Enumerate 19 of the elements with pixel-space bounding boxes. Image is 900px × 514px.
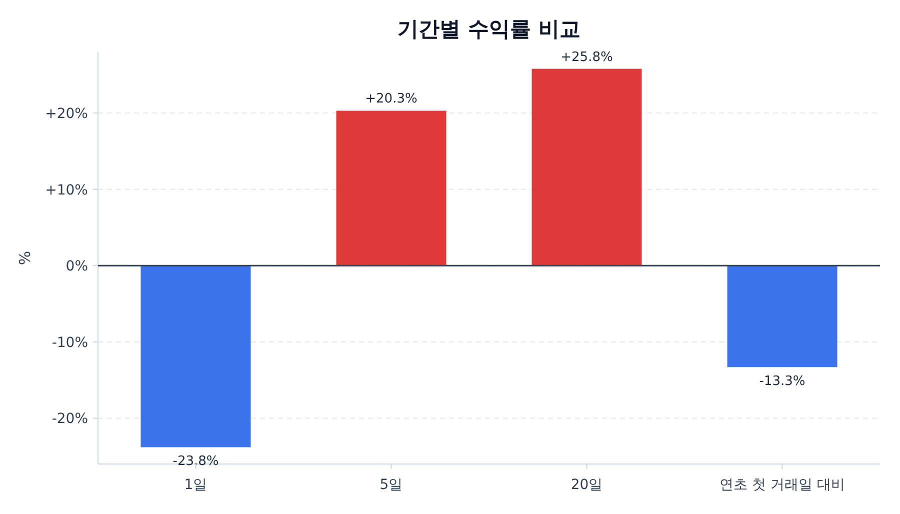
y-tick-label: +10%	[45, 182, 88, 198]
y-tick-label: -10%	[52, 334, 88, 351]
data-label: +20.3%	[365, 92, 418, 107]
bar	[532, 68, 642, 266]
x-tick-label: 20일	[570, 477, 603, 493]
bar	[336, 110, 446, 266]
data-label: +25.8%	[560, 50, 613, 65]
bar	[140, 266, 251, 448]
y-tick-label: 0%	[66, 258, 88, 275]
x-tick-label: 연초 첫 거래일 대비	[720, 477, 845, 493]
x-tick-label: 5일	[380, 477, 403, 493]
y-tick-label: -20%	[52, 411, 88, 428]
bar	[727, 266, 838, 368]
y-tick-label: +20%	[45, 106, 88, 122]
y-axis-title: %	[16, 250, 34, 266]
chart-title: 기간별 수익률 비교	[398, 17, 580, 41]
data-label: -13.3%	[759, 374, 806, 390]
x-tick-label: 1일	[184, 477, 208, 493]
data-label: -23.8%	[172, 454, 219, 470]
